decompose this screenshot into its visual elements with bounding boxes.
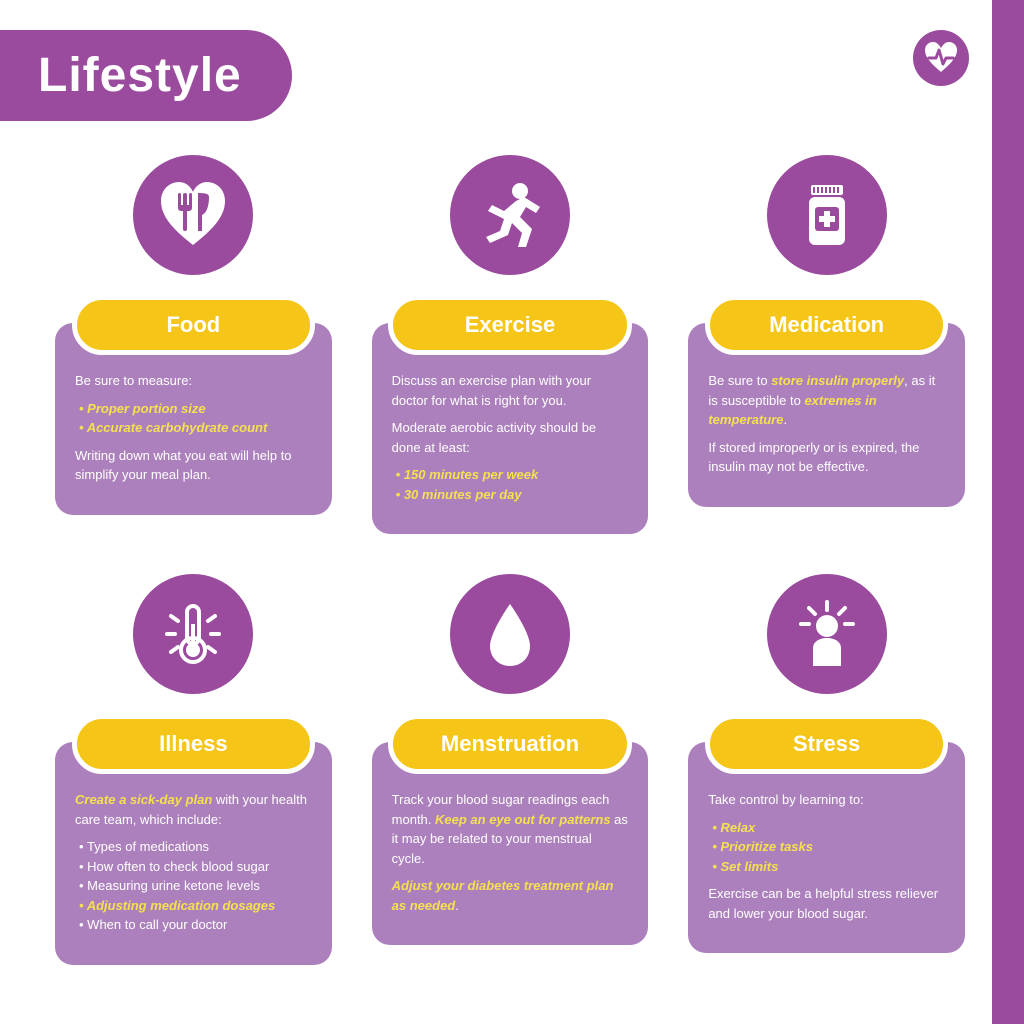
bullet: Types of medications	[79, 837, 312, 857]
highlight-text: store insulin properly	[771, 373, 904, 388]
bullet: Accurate carbohydrate count	[79, 418, 312, 438]
stress-person-icon	[767, 574, 887, 694]
content-para1: Track your blood sugar readings each mon…	[392, 790, 629, 868]
page-title: Lifestyle	[0, 30, 292, 121]
card-title: Illness	[72, 714, 315, 774]
highlight-text: Adjust your diabetes treatment plan as n…	[392, 878, 614, 913]
bullet: Relax	[712, 818, 945, 838]
content-intro: Be sure to measure:	[75, 371, 312, 391]
content-bullets: Proper portion size Accurate carbohydrat…	[75, 399, 312, 438]
water-drop-icon	[450, 574, 570, 694]
card-title: Stress	[705, 714, 948, 774]
content-bullets: Relax Prioritize tasks Set limits	[708, 818, 945, 877]
bullet: Prioritize tasks	[712, 837, 945, 857]
highlight-text: Keep an eye out for patterns	[435, 812, 611, 827]
bullet: Adjusting medication dosages	[79, 896, 312, 916]
food-heart-icon	[133, 155, 253, 275]
bullet: Measuring urine ketone levels	[79, 876, 312, 896]
content-mid: Moderate aerobic activity should be done…	[392, 418, 629, 457]
content-bullets: Types of medications How often to check …	[75, 837, 312, 935]
bullet: 150 minutes per week	[396, 465, 629, 485]
card-title: Medication	[705, 295, 948, 355]
cards-grid: Food Be sure to measure: Proper portion …	[55, 155, 965, 965]
side-accent-bar	[992, 0, 1024, 1024]
bullet: How often to check blood sugar	[79, 857, 312, 877]
card-title: Exercise	[388, 295, 631, 355]
content-intro: Discuss an exercise plan with your docto…	[392, 371, 629, 410]
card-stress: Stress Take control by learning to: Rela…	[688, 574, 965, 965]
card-illness: Illness Create a sick-day plan with your…	[55, 574, 332, 965]
highlight-text: Create a sick-day plan	[75, 792, 212, 807]
bullet: 30 minutes per day	[396, 485, 629, 505]
content-para1: Be sure to store insulin properly, as it…	[708, 371, 945, 430]
card-title: Food	[72, 295, 315, 355]
content-outro: If stored improperly or is expired, the …	[708, 438, 945, 477]
content-para2: Adjust your diabetes treatment plan as n…	[392, 876, 629, 915]
card-title: Menstruation	[388, 714, 631, 774]
card-medication: Medication Be sure to store insulin prop…	[688, 155, 965, 534]
text: .	[783, 412, 787, 427]
bullet: Proper portion size	[79, 399, 312, 419]
card-content: Create a sick-day plan with your health …	[55, 742, 332, 965]
thermometer-icon	[133, 574, 253, 694]
content-outro: Exercise can be a helpful stress relieve…	[708, 884, 945, 923]
heart-pulse-icon	[913, 30, 969, 86]
card-food: Food Be sure to measure: Proper portion …	[55, 155, 332, 534]
running-icon	[450, 155, 570, 275]
medicine-bottle-icon	[767, 155, 887, 275]
content-para1: Create a sick-day plan with your health …	[75, 790, 312, 829]
card-menstruation: Menstruation Track your blood sugar read…	[372, 574, 649, 965]
card-exercise: Exercise Discuss an exercise plan with y…	[372, 155, 649, 534]
content-intro: Take control by learning to:	[708, 790, 945, 810]
bullet: When to call your doctor	[79, 915, 312, 935]
text: .	[455, 898, 459, 913]
bullet: Set limits	[712, 857, 945, 877]
content-outro: Writing down what you eat will help to s…	[75, 446, 312, 485]
content-bullets: 150 minutes per week 30 minutes per day	[392, 465, 629, 504]
text: Be sure to	[708, 373, 771, 388]
